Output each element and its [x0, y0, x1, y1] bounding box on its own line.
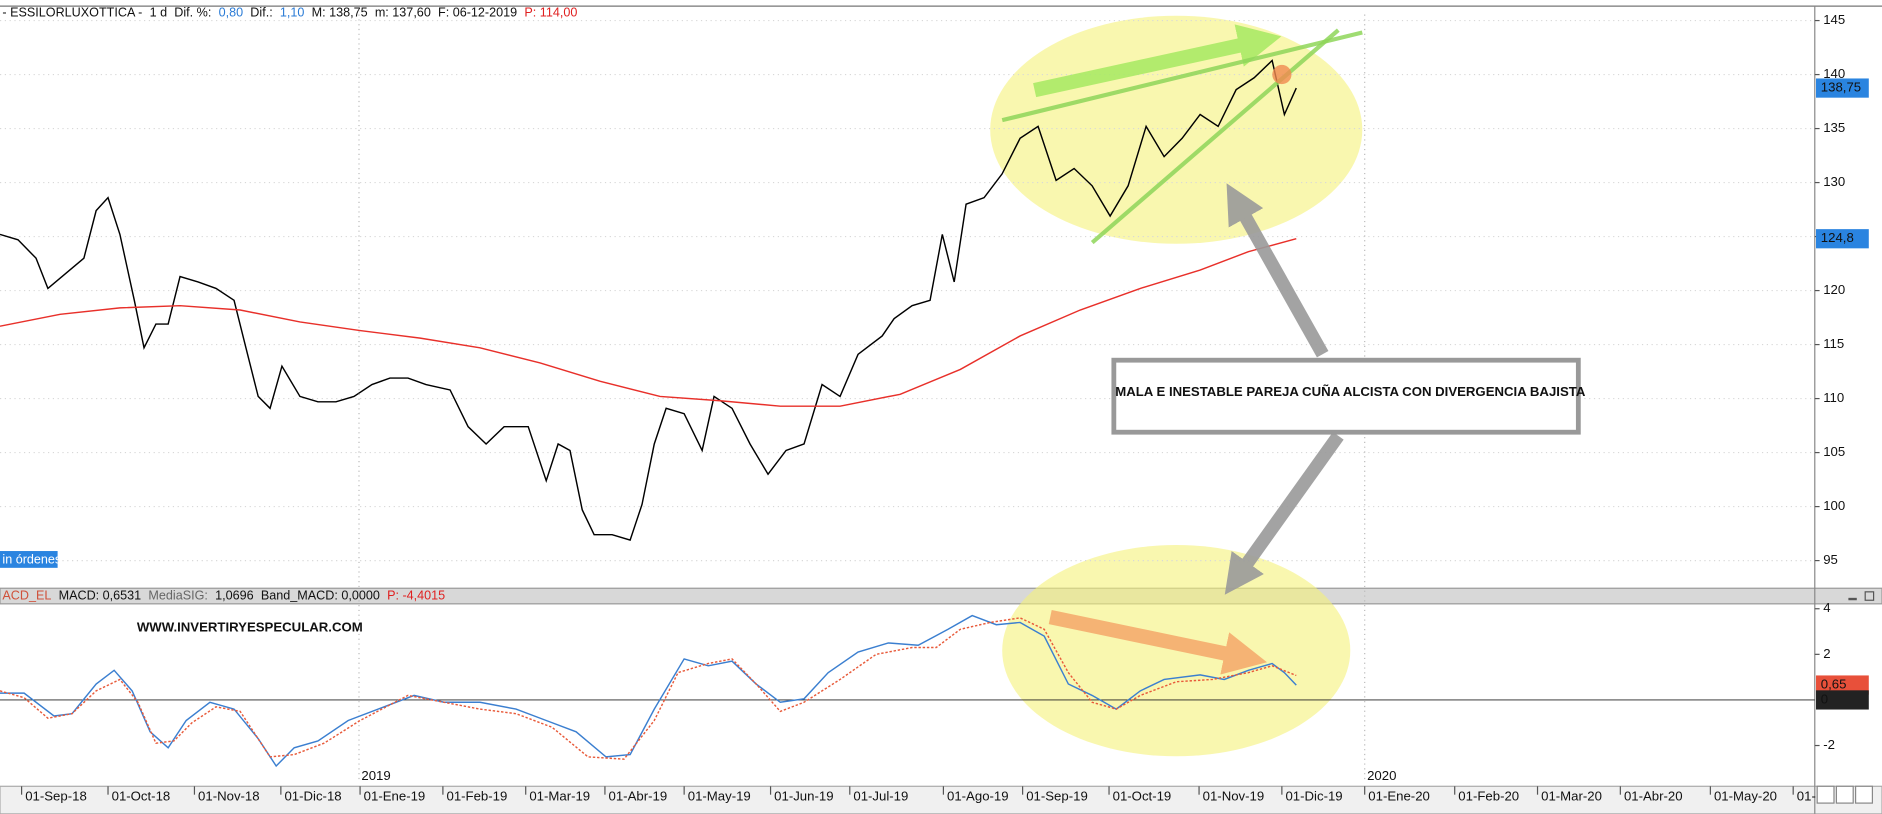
wedge-line	[1090, 28, 1340, 245]
header-segment: 1,0696	[215, 589, 254, 603]
pointer-arrow	[1224, 431, 1344, 595]
y-tick-label: 145	[1823, 12, 1845, 27]
x-tick-label: 01-Feb-20	[1458, 789, 1519, 804]
header-segment: ACD_EL	[2, 589, 51, 603]
price-flag-label: 0	[1821, 691, 1828, 706]
x-tick-label: 01-Abr-20	[1624, 789, 1683, 804]
x-tick-label: 01-Mar-19	[529, 789, 590, 804]
y-tick-label: 105	[1823, 444, 1845, 459]
header-segment: 0,80	[219, 6, 244, 20]
year-label: 2019	[361, 768, 390, 783]
x-tick-label: 01-Ene-20	[1368, 789, 1430, 804]
x-tick-label: 01-Oct-18	[112, 789, 171, 804]
x-tick-label: 01-Jul-19	[853, 789, 908, 804]
x-tick-label: 01-May-19	[688, 789, 751, 804]
header-segment: Dif. %:	[174, 6, 211, 20]
toolbar-button[interactable]	[1816, 785, 1835, 804]
wedge-line	[1001, 30, 1363, 123]
orders-tab[interactable]	[0, 551, 58, 568]
series-line	[0, 238, 1297, 407]
price-flag-label: 124,8	[1821, 230, 1854, 245]
time-axis-band	[0, 785, 1882, 814]
header-segment: - ESSILORLUXOTTICA -	[2, 6, 142, 20]
panel-header: - ESSILORLUXOTTICA - 1 d Dif. %: 0,80 Dif.: 1…	[2, 6, 577, 20]
price-flag	[1815, 690, 1869, 710]
x-tick-label: 01-Mar-20	[1541, 789, 1602, 804]
y-tick-label: 2	[1823, 646, 1830, 661]
header-segment: P: -4,4015	[387, 589, 445, 603]
x-tick-label: 01-Ene-19	[364, 789, 426, 804]
year-label: 2020	[1367, 768, 1396, 783]
y-tick-label: 110	[1823, 390, 1844, 405]
x-tick-label: 01-Dic-18	[284, 789, 341, 804]
note-text: MALA E INESTABLE PAREJA CUÑA ALCISTA CON…	[1115, 384, 1586, 399]
header-segment: MACD: 0,6531	[59, 589, 142, 603]
y-tick-label: 115	[1823, 336, 1844, 351]
x-tick-label: 01-Feb-19	[446, 789, 507, 804]
y-tick-label: 140	[1823, 66, 1845, 81]
x-tick-label: 01-Oct-19	[1113, 789, 1172, 804]
header-segment: Band_MACD: 0,0000	[261, 589, 380, 603]
x-tick-label: 01-Nov-19	[1203, 789, 1265, 804]
marker-dot	[1272, 64, 1292, 85]
x-tick-label: 01-Ago-19	[947, 789, 1009, 804]
x-tick-label: 01-May-20	[1714, 789, 1777, 804]
header-segment: F: 06-12-2019	[438, 6, 517, 20]
price-flag	[1815, 675, 1869, 695]
panel-minimize[interactable]	[1848, 597, 1857, 601]
x-tick-label: 01-Nov-18	[198, 789, 260, 804]
x-tick-label: 01-	[1797, 789, 1816, 804]
toolbar-button[interactable]	[1835, 785, 1854, 804]
panel-header: ACD_EL MACD: 0,6531 MediaSIG: 1,0696 Band_MA…	[2, 589, 445, 603]
divergence-arrow	[1048, 609, 1268, 675]
header-segment: m: 137,60	[375, 6, 431, 20]
pointer-arrow	[1226, 183, 1329, 358]
x-tick-label: 01-Dic-19	[1285, 789, 1342, 804]
y-tick-label: 120	[1823, 282, 1845, 297]
y-tick-label: -2	[1823, 737, 1835, 752]
header-segment: Dif.:	[250, 6, 272, 20]
note-box	[1111, 357, 1581, 435]
price-flag	[1815, 229, 1869, 249]
series-line	[0, 59, 1297, 541]
x-tick-label: 01-Abr-19	[609, 789, 668, 804]
y-tick-label: 4	[1823, 600, 1830, 615]
header-segment: MediaSIG:	[148, 589, 208, 603]
x-tick-label: 01-Jun-19	[774, 789, 833, 804]
x-tick-label: 01-Sep-19	[1026, 789, 1088, 804]
y-tick-label: 95	[1823, 552, 1838, 567]
header-segment: 1,10	[280, 6, 305, 20]
panel-maximize[interactable]	[1864, 591, 1875, 601]
highlight-ellipse	[990, 15, 1363, 244]
y-tick-label: 130	[1823, 174, 1845, 189]
header-segment: P: 114,00	[524, 6, 577, 20]
trend-arrow	[1033, 24, 1282, 98]
y-tick-label: 100	[1823, 498, 1845, 513]
price-flag-label: 0,65	[1821, 677, 1847, 692]
price-flag	[1815, 78, 1869, 98]
series-line	[0, 614, 1297, 768]
header-segment: 1 d	[150, 6, 168, 20]
toolbar-button[interactable]	[1854, 785, 1873, 804]
price-flag-label: 138,75	[1821, 80, 1861, 95]
y-tick-label: 135	[1823, 120, 1845, 135]
watermark: WWW.INVERTIRYESPECULAR.COM	[137, 619, 363, 634]
series-line	[0, 617, 1297, 760]
x-tick-label: 01-Sep-18	[25, 789, 87, 804]
panel-separator	[0, 587, 1882, 605]
header-segment: M: 138,75	[312, 6, 368, 20]
orders-tab-label[interactable]: in órdenes	[2, 552, 61, 566]
